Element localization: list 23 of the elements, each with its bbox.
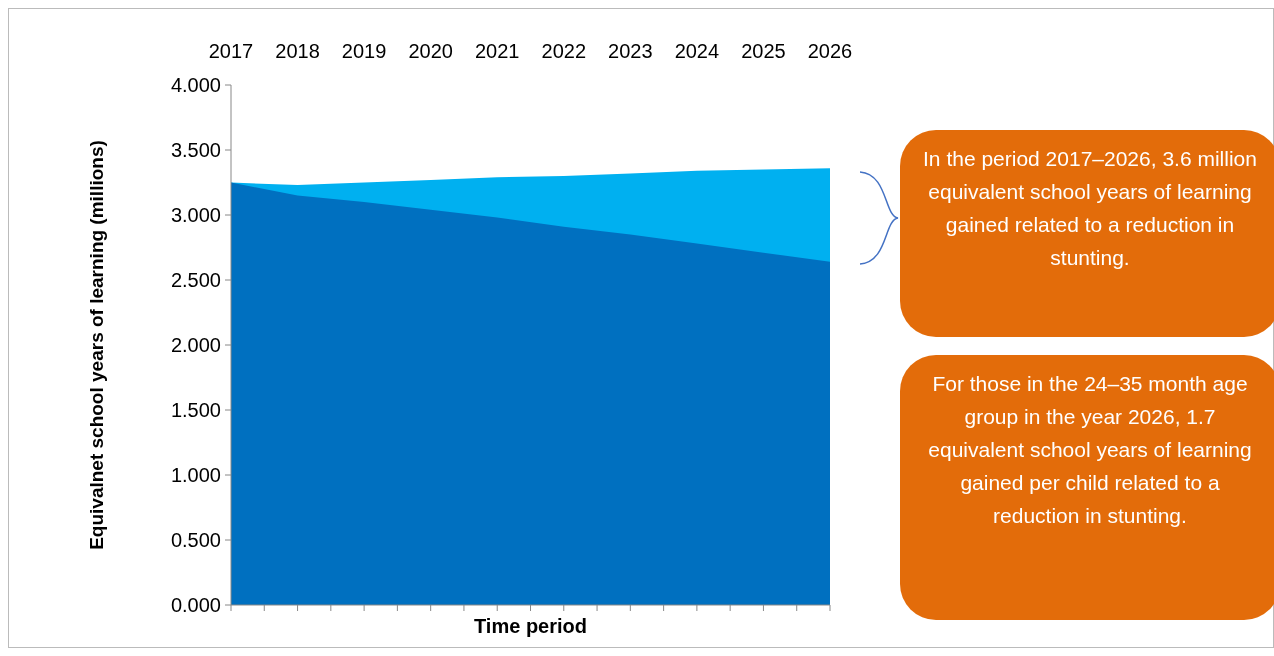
x-tick-label: 2023: [608, 40, 653, 62]
y-tick-label: 1.000: [170, 464, 221, 486]
y-tick-label: 1.500: [170, 399, 221, 421]
y-tick-label: 4.000: [170, 74, 221, 96]
y-tick-label: 2.500: [170, 269, 221, 291]
x-tick-label: 2024: [674, 40, 720, 62]
text: In the period 2017–2026, 3.6 million equivalent school years of learning gained related to a reduction in stunting.: [922, 146, 1258, 271]
y-tick-label: 3.000: [170, 204, 221, 226]
y-tick-label: 2.000: [170, 334, 221, 356]
x-tick-label: 2018: [275, 40, 320, 62]
x-tick-label: 2025: [741, 40, 786, 62]
x-tick-label: 2026: [807, 40, 853, 62]
x-axis-title: Time period: [474, 615, 587, 637]
text: For those in the 24–35 month age group in the year 2026, 1.7 equivalent school years of learning gained per child related to a reduction in stunting.: [927, 371, 1253, 529]
y-axis-title: Equivalnet school years of learning (millions): [85, 140, 107, 550]
x-tick-label: 2022: [541, 40, 587, 62]
x-tick-label: 2017: [208, 40, 254, 62]
y-tick-label: 0.500: [170, 529, 221, 551]
x-tick-label: 2020: [408, 40, 453, 62]
y-tick-label: 3.500: [170, 139, 221, 161]
x-tick-label: 2021: [474, 40, 520, 62]
y-tick-label: 0.000: [170, 594, 221, 616]
x-tick-label: 2019: [341, 40, 387, 62]
